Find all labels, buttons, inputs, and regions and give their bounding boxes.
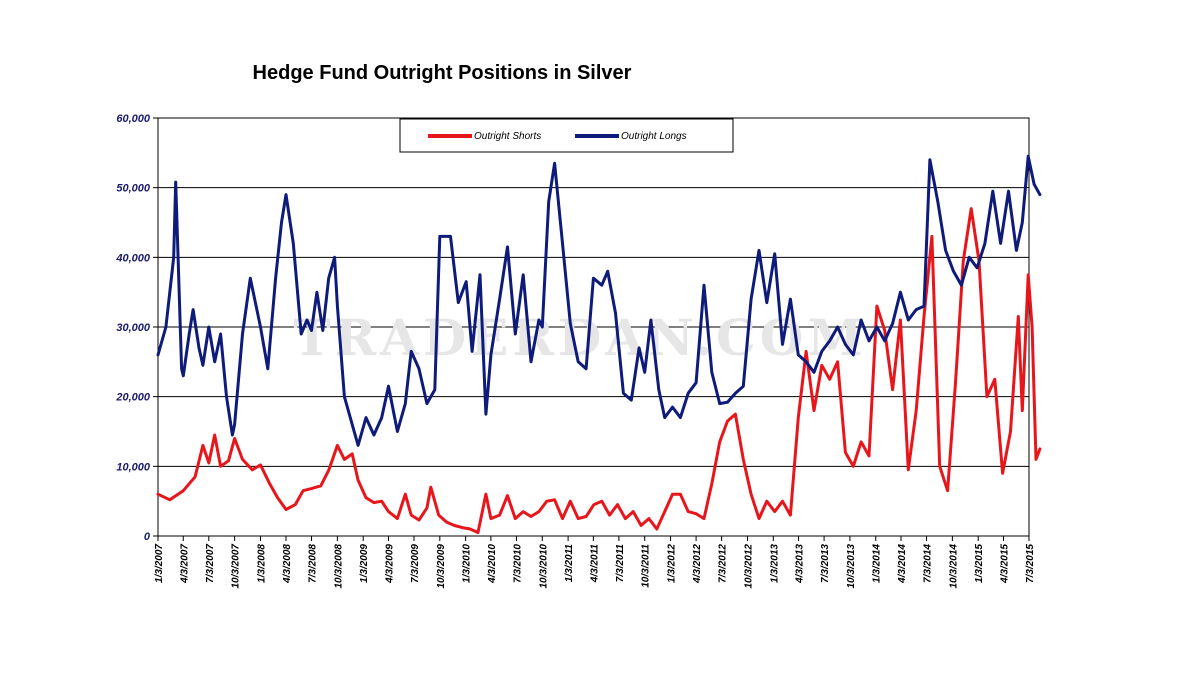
y-axis: 0 10,000 20,000 30,000 40,000 50,000 60,000 bbox=[115, 113, 158, 543]
x-tick-label: 1/3/2012 bbox=[667, 544, 678, 583]
x-tick-label: 10/3/2012 bbox=[743, 544, 754, 589]
x-tick-label: 10/3/2013 bbox=[846, 544, 857, 589]
series-line-outright-shorts bbox=[156, 207, 1042, 534]
x-tick-label: 1/3/2014 bbox=[872, 544, 883, 583]
x-tick-label: 4/3/2008 bbox=[282, 544, 293, 584]
x-tick-label: 10/3/2014 bbox=[948, 544, 959, 589]
x-tick-label: 7/3/2013 bbox=[820, 544, 831, 583]
x-tick-label: 7/3/2012 bbox=[718, 544, 729, 583]
x-tick-label: 1/3/2007 bbox=[154, 544, 165, 583]
x-tick-label: 10/3/2007 bbox=[231, 544, 242, 589]
x-tick-label: 10/3/2010 bbox=[538, 544, 549, 589]
x-tick-label: 4/3/2012 bbox=[692, 544, 703, 584]
x-axis: 1/3/2007 4/3/2007 7/3/2007 10/3/2007 1/3/200… bbox=[154, 536, 1036, 589]
x-tick-label: 7/3/2014 bbox=[923, 544, 934, 583]
x-tick-label: 1/3/2008 bbox=[256, 544, 267, 583]
x-tick-label: 4/3/2010 bbox=[487, 544, 498, 584]
y-tick-label: 0 bbox=[144, 531, 151, 543]
x-tick-label: 7/3/2015 bbox=[1025, 544, 1036, 583]
x-tick-label: 1/3/2009 bbox=[359, 544, 370, 583]
x-tick-label: 10/3/2011 bbox=[641, 544, 652, 588]
x-tick-label: 7/3/2011 bbox=[615, 544, 626, 583]
x-tick-label: 1/3/2015 bbox=[974, 544, 985, 583]
legend-label-shorts: Outright Shorts bbox=[474, 131, 541, 142]
x-tick-label: 4/3/2015 bbox=[999, 544, 1010, 584]
y-tick-label: 10,000 bbox=[116, 461, 151, 473]
x-tick-label: 4/3/2013 bbox=[795, 544, 806, 584]
x-tick-label: 10/3/2009 bbox=[436, 544, 447, 589]
x-tick-label: 10/3/2008 bbox=[333, 544, 344, 589]
series-lines bbox=[156, 154, 1042, 534]
series-line-outright-longs bbox=[156, 154, 1042, 447]
y-tick-label: 60,000 bbox=[116, 113, 151, 125]
x-tick-label: 7/3/2008 bbox=[308, 544, 319, 583]
y-tick-label: 40,000 bbox=[115, 252, 151, 264]
x-tick-label: 1/3/2013 bbox=[769, 544, 780, 583]
x-tick-label: 4/3/2014 bbox=[897, 544, 908, 584]
legend-label-longs: Outright Longs bbox=[621, 131, 687, 142]
x-tick-label: 7/3/2007 bbox=[205, 544, 216, 583]
y-tick-label: 20,000 bbox=[115, 392, 151, 404]
legend: Outright Shorts Outright Longs bbox=[399, 118, 734, 153]
y-tick-label: 50,000 bbox=[116, 183, 151, 195]
x-tick-label: 4/3/2009 bbox=[384, 544, 395, 584]
x-tick-label: 1/3/2011 bbox=[564, 544, 575, 583]
x-tick-label: 7/3/2009 bbox=[410, 544, 421, 583]
x-tick-label: 7/3/2010 bbox=[512, 544, 523, 583]
x-tick-label: 4/3/2007 bbox=[179, 544, 190, 584]
y-tick-label: 30,000 bbox=[116, 322, 151, 334]
chart-title: Hedge Fund Outright Positions in Silver bbox=[252, 62, 632, 84]
x-tick-label: 1/3/2010 bbox=[462, 544, 473, 583]
x-tick-label: 4/3/2011 bbox=[589, 544, 600, 584]
